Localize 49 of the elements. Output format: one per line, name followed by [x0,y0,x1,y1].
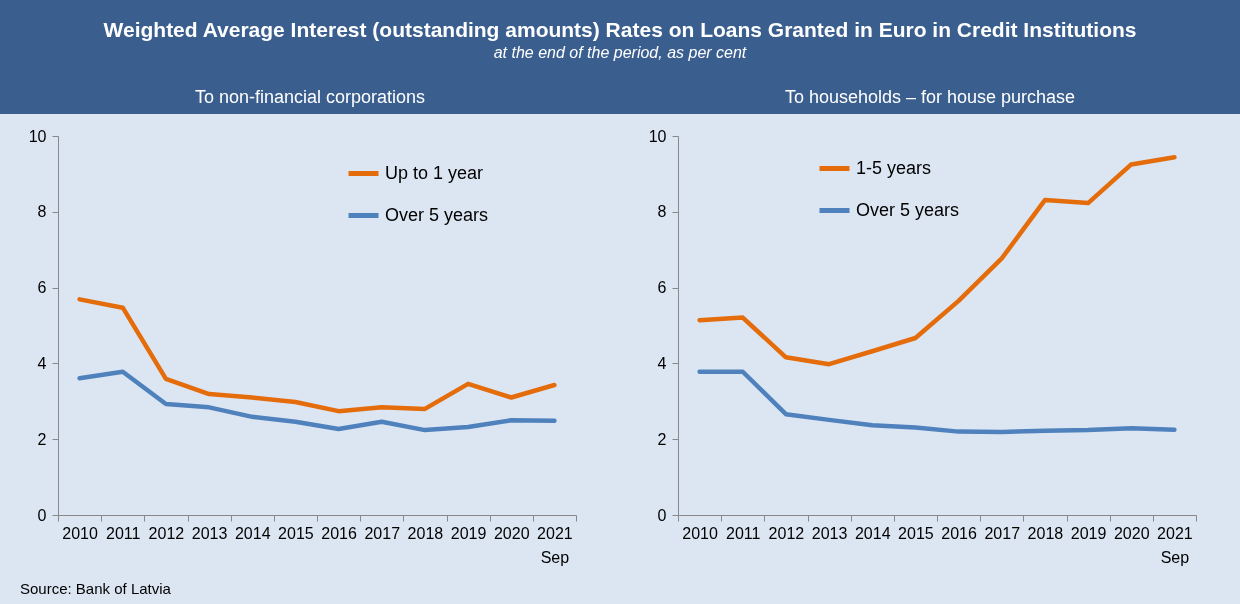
x-tick-label: 2013 [191,524,228,542]
legend-label: 1-5 years [856,157,932,178]
text: at the end of the period, as per cent [492,44,748,62]
x-tick-label: 2010 [682,524,718,542]
x-tick-label: 2021 Sep [1157,524,1193,566]
legend-label: Over 5 years [385,204,489,225]
y-tick-label: 8 [37,203,47,221]
y-tick-label: 10 [28,127,47,145]
x-tick-label: 2016 [321,524,357,542]
y-tick-label: 0 [37,506,47,524]
x-tick-label: 2015 [898,524,934,542]
y-tick-label: 8 [657,203,667,221]
x-tick-label: 2016 [941,524,977,542]
source-note: Source: Bank of Latvia [20,580,171,597]
x-tick-label: 2017 [984,524,1021,542]
y-tick-label: 4 [657,354,667,372]
chart-title: To households – for house purchase [620,82,1240,114]
chart-title: To non-financial corporations [0,82,620,114]
x-tick-label: 2012 [148,524,185,542]
x-tick-label: 2021 Sep [537,524,573,566]
text: Weighted Average Interest (outstanding amounts) Rates on Loans Granted in Euro in Credit Institutions [102,18,1138,42]
x-tick-label: 2017 [364,524,401,542]
line-series [77,297,557,414]
legend-label: Up to 1 year [385,162,484,183]
y-tick-label: 0 [657,506,667,524]
x-tick-label: 2014 [234,524,271,542]
x-tick-label: 2011 [726,524,761,542]
y-tick-label: 4 [37,354,47,372]
x-tick-label: 2012 [768,524,805,542]
x-tick-label: 2011 [106,524,141,542]
x-tick-label: 2018 [407,524,444,542]
line-series [77,369,557,433]
x-tick-label: 2019 [1070,524,1107,542]
x-tick-label: 2013 [811,524,848,542]
x-tick-label: 2015 [278,524,314,542]
y-tick-label: 2 [37,430,47,448]
legend-label: Over 5 years [856,199,960,220]
x-tick-label: 2019 [450,524,487,542]
line-series [697,369,1177,435]
x-tick-label: 2020 [1113,524,1150,542]
x-tick-label: 2014 [854,524,891,542]
x-tick-label: 2020 [493,524,530,542]
y-tick-label: 6 [37,279,47,297]
x-tick-label: 2018 [1027,524,1064,542]
y-tick-label: 6 [657,279,667,297]
x-tick-label: 2010 [62,524,98,542]
y-tick-label: 10 [648,127,667,145]
line-series [697,154,1177,367]
y-tick-label: 2 [657,430,667,448]
